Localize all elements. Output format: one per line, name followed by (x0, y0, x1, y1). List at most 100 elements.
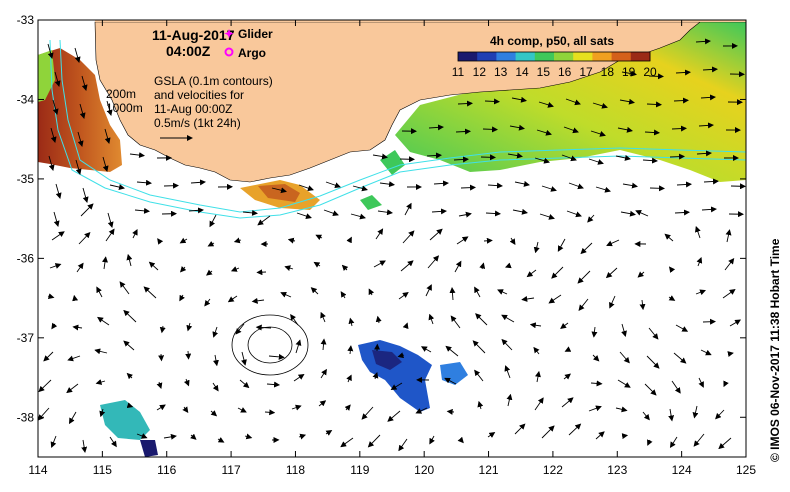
velocity-arrow (372, 153, 388, 160)
velocity-arrow (509, 124, 525, 131)
velocity-arrow (696, 257, 703, 267)
velocity-arrow (95, 379, 106, 385)
velocity-arrow (158, 353, 165, 362)
velocity-arrow (132, 229, 138, 239)
velocity-arrow (675, 324, 689, 332)
colorbar-tick-label: 18 (601, 65, 615, 79)
velocity-arrow (580, 242, 593, 255)
colorbar-swatch (534, 52, 555, 61)
velocity-arrow (578, 298, 589, 311)
velocity-arrow (157, 238, 164, 245)
velocity-arrow (244, 433, 253, 440)
velocity-arrow (700, 94, 716, 101)
velocity-arrow (102, 156, 109, 172)
velocity-arrow (50, 127, 57, 143)
velocity-arrow (427, 255, 440, 269)
velocity-arrow (445, 345, 459, 357)
velocity-arrow (78, 231, 91, 245)
velocity-arrow (209, 214, 217, 228)
velocity-arrow (212, 382, 219, 392)
velocity-arrow (456, 236, 469, 245)
velocity-arrow (96, 286, 103, 298)
velocity-arrow (568, 423, 582, 436)
velocity-arrow (235, 323, 245, 335)
velocity-arrow (511, 96, 527, 103)
velocity-arrow (323, 209, 339, 217)
velocity-arrow (241, 351, 247, 366)
velocity-arrow (453, 156, 469, 163)
velocity-arrow (81, 439, 88, 453)
velocity-arrow (104, 128, 111, 144)
velocity-arrow (551, 266, 564, 279)
velocity-arrow (242, 209, 258, 216)
velocity-arrow (53, 211, 60, 227)
velocity-arrow (109, 184, 125, 190)
velocity-arrow (79, 103, 86, 119)
velocity-arrow (472, 340, 486, 354)
velocity-arrow (644, 129, 660, 136)
velocity-arrow (457, 100, 473, 107)
velocity-arrow (425, 284, 432, 297)
velocity-arrow (457, 436, 464, 444)
velocity-arrow (535, 370, 541, 383)
colorbar-tick-label: 15 (537, 65, 551, 79)
velocity-arrow (48, 155, 55, 171)
velocity-arrow (483, 237, 493, 244)
velocity-arrow (398, 291, 409, 300)
x-tick-label: 125 (736, 463, 756, 477)
velocity-arrow (526, 269, 537, 278)
velocity-arrow (668, 295, 676, 301)
velocity-arrow (350, 213, 366, 220)
velocity-arrow (507, 152, 523, 159)
velocity-arrow (129, 152, 145, 159)
velocity-arrow (102, 256, 108, 270)
colorbar-swatch (458, 52, 478, 61)
velocity-arrow (718, 437, 732, 450)
velocity-arrow (47, 293, 55, 300)
colorbar-tick-label: 16 (558, 65, 572, 79)
velocity-arrow (379, 181, 395, 188)
colorbar-swatch (515, 52, 536, 61)
velocity-arrow (557, 238, 566, 252)
velocity-arrow (696, 150, 712, 157)
velocity-arrow (431, 208, 447, 215)
velocity-arrow (487, 432, 496, 438)
velocity-arrow (126, 372, 134, 380)
velocity-arrow (325, 430, 333, 436)
velocity-arrow (561, 154, 577, 162)
velocity-arrow (230, 266, 240, 272)
velocity-arrow (268, 353, 285, 360)
velocity-arrow (429, 435, 435, 445)
colorbar: 11 12 13 14 15 16 17 18 19 20 (452, 51, 657, 79)
x-tick-label: 115 (93, 463, 112, 477)
plot-frame (37, 19, 747, 458)
gsla-line-2: and velocities for (154, 88, 244, 102)
velocity-arrow (347, 345, 354, 355)
velocity-arrow (560, 322, 569, 329)
velocity-arrow (609, 295, 616, 309)
velocity-arrow (346, 374, 352, 383)
velocity-arrow (298, 433, 307, 440)
velocity-arrow (207, 241, 215, 247)
y-tick-label: -33 (17, 13, 35, 27)
velocity-arrow (671, 125, 687, 132)
velocity-arrow (340, 291, 347, 299)
gsla-line-3: 11-Aug 00:00Z (154, 102, 233, 116)
velocity-arrow (188, 207, 204, 214)
y-tick-label: -36 (17, 251, 35, 265)
velocity-arrow (377, 209, 393, 216)
velocity-arrow (348, 317, 355, 327)
velocity-arrow (310, 287, 319, 295)
velocity-arrow (213, 354, 219, 367)
velocity-arrow (566, 210, 582, 218)
y-tick-label: -35 (17, 172, 35, 186)
velocity-arrow (126, 402, 134, 409)
velocity-arrow (703, 178, 719, 185)
x-tick-label: 118 (286, 463, 305, 477)
depth-200-label: 200m (106, 87, 136, 101)
colorbar-swatch (611, 52, 632, 61)
velocity-arrow (38, 407, 50, 421)
velocity-arrow (49, 263, 62, 269)
velocity-arrow (123, 309, 137, 323)
velocity-arrow (420, 346, 432, 353)
